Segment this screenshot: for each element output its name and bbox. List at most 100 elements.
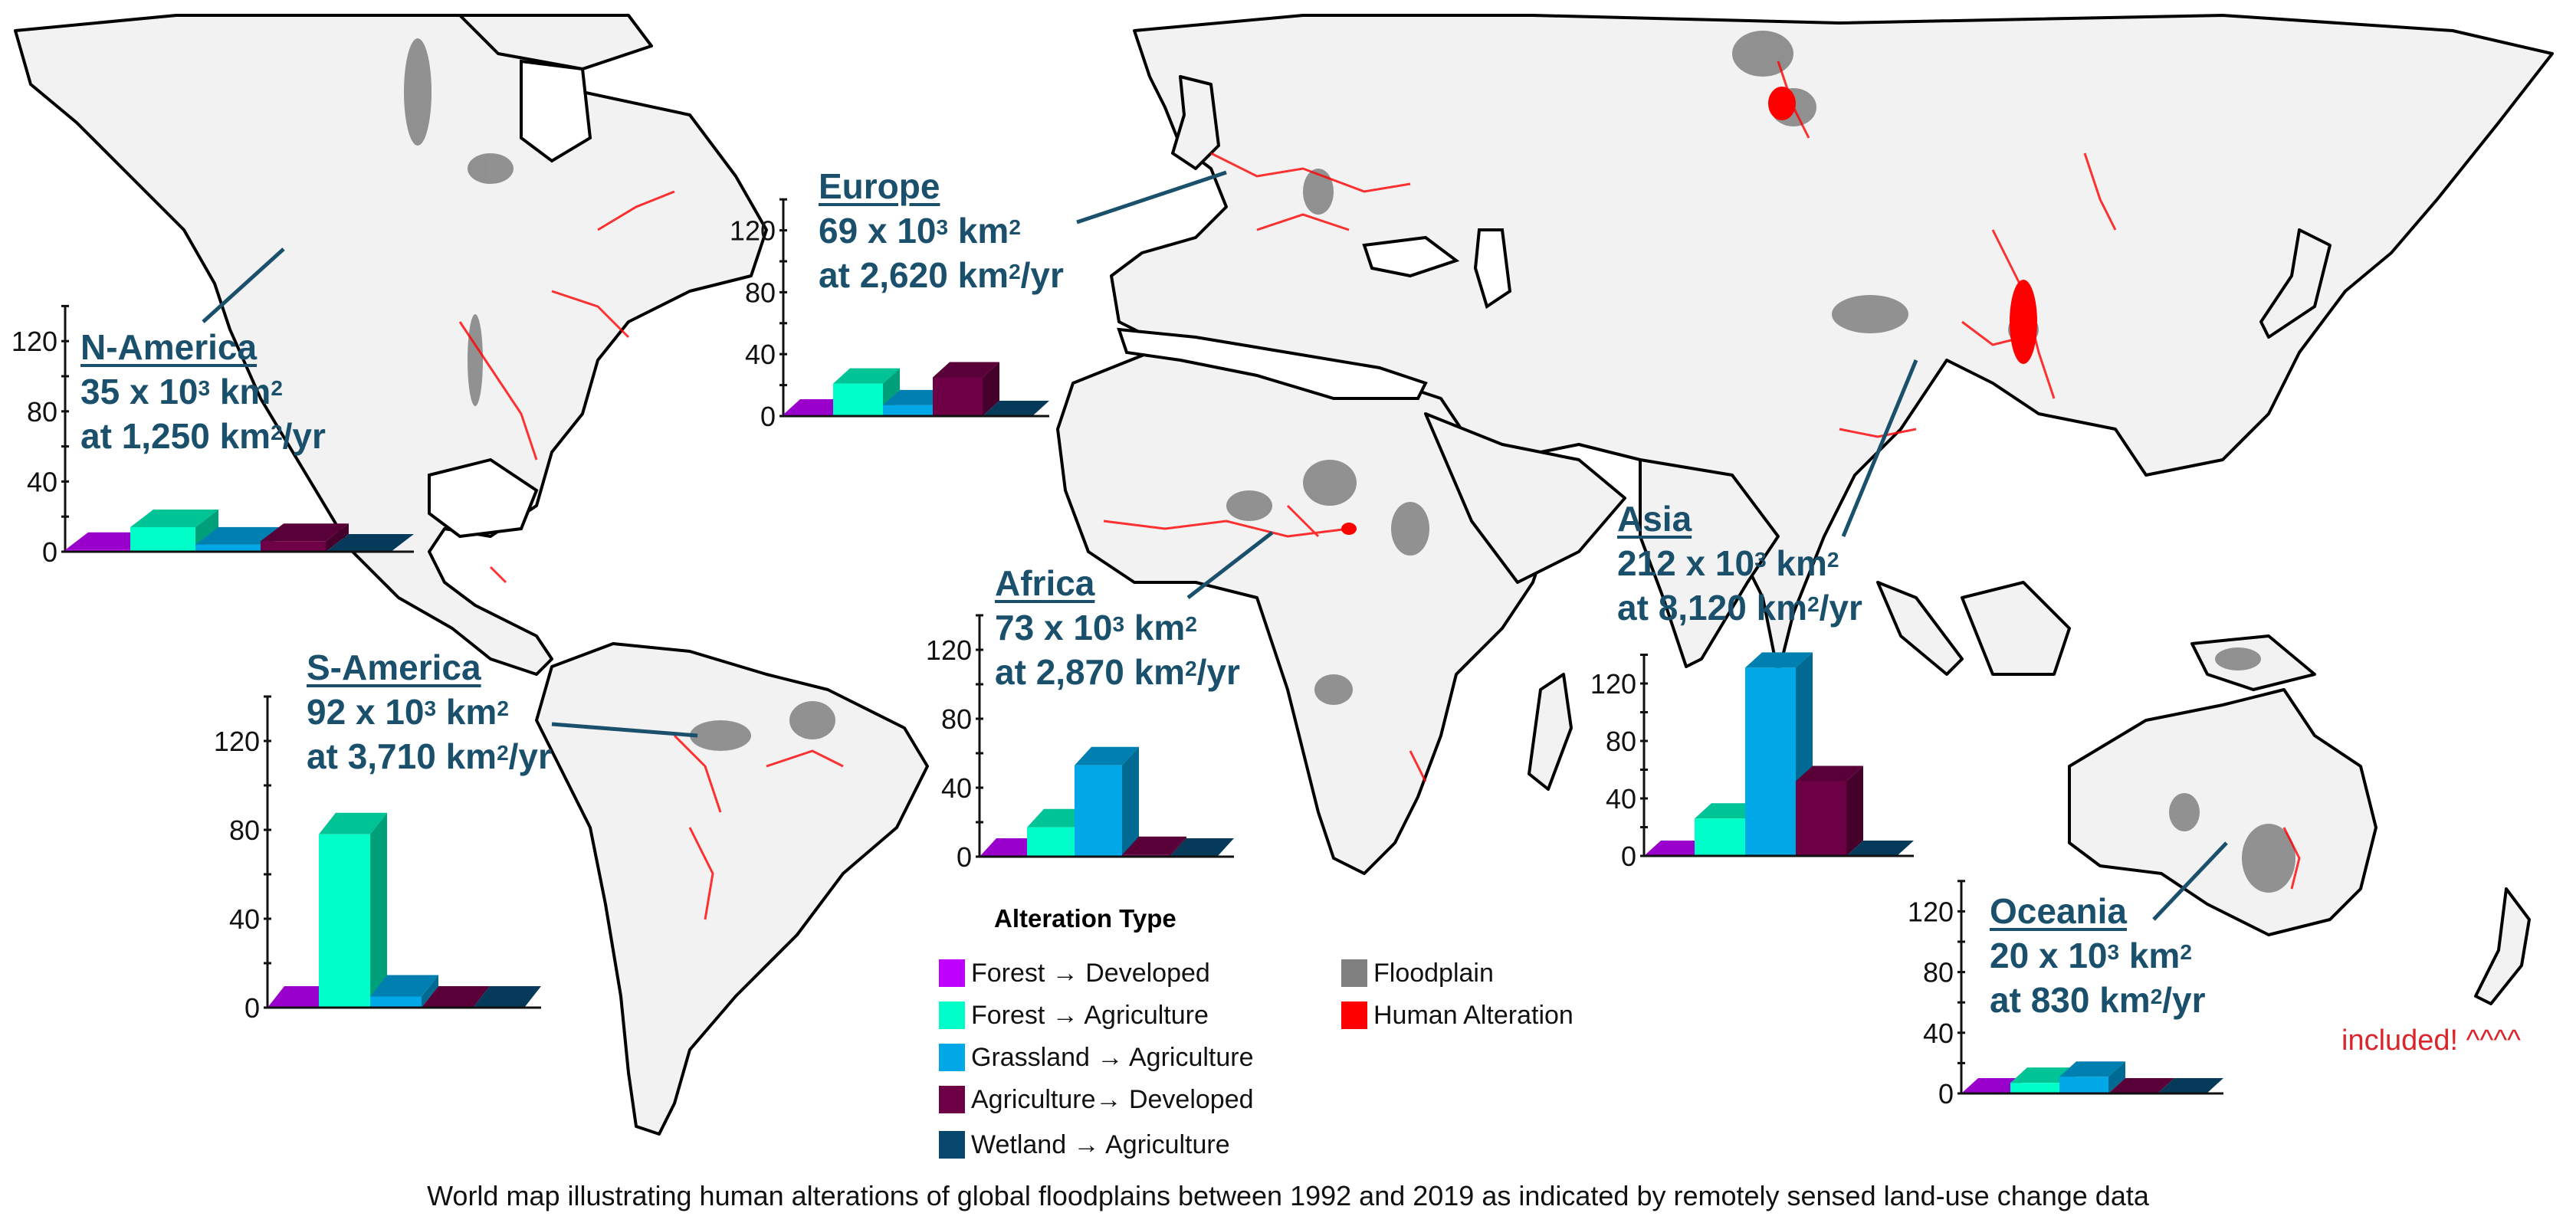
bar-top-face <box>2059 1061 2125 1077</box>
bar-top-face <box>2108 1078 2174 1093</box>
y-tick-label: 80 <box>1923 957 1954 988</box>
bar-front-face <box>2059 1077 2108 1093</box>
bar-top-face <box>422 986 490 1008</box>
bar-side-face <box>326 523 349 552</box>
bar-top-face <box>983 401 1049 416</box>
bar-top-face <box>1170 838 1234 857</box>
hudson-bay <box>520 59 592 163</box>
caspian-sea <box>1473 228 1512 310</box>
label-asia: Asia 212 x 103 km2 at 8,120 km2/yr <box>1617 497 1862 630</box>
black-sea <box>1362 235 1460 278</box>
legend-swatch <box>939 1131 965 1159</box>
bar-top-face <box>130 509 218 527</box>
bar-side-face <box>1846 765 1863 856</box>
region-name: Europe <box>819 166 940 206</box>
label-s-america: S-America 92 x 103 km2 at 3,710 km2/yr <box>307 645 552 779</box>
y-tick-label: 80 <box>941 703 972 735</box>
sumatra <box>1876 581 1964 676</box>
water-bodies <box>428 59 1512 539</box>
y-tick-label: 0 <box>42 536 57 568</box>
y-tick-label: 40 <box>229 903 260 935</box>
legend-label: Wetland → Agriculture <box>971 1129 1230 1159</box>
bar-side-face <box>1170 836 1186 857</box>
legend: Alteration Type Forest → Developed Fores… <box>939 898 1675 1159</box>
bar-top-face <box>833 368 900 384</box>
bar-top-face <box>1075 746 1139 765</box>
australia-landmass <box>2068 688 2377 936</box>
bar <box>1075 746 1139 857</box>
arctic-islands <box>458 14 653 70</box>
bar-top-face <box>370 975 438 997</box>
bar-top-face <box>261 523 349 542</box>
great-britain <box>1171 75 1220 170</box>
legend-item-grassland-agriculture: Grassland → Agriculture <box>939 1042 1254 1073</box>
madagascar <box>1528 673 1573 791</box>
leader-line-s-america <box>551 722 698 738</box>
label-n-america: N-America 35 x 103 km2 at 1,250 km2/yr <box>80 325 326 458</box>
world-map <box>14 14 2554 1136</box>
bar-front-face <box>261 541 326 552</box>
bar-front-face <box>833 383 883 416</box>
leader-lines <box>202 170 2228 921</box>
figure-caption: World map illustrating human alterations… <box>427 1180 2149 1211</box>
legend-swatch <box>939 1086 965 1113</box>
y-tick-label: 40 <box>745 339 776 370</box>
area-total: 92 x 103 km2 <box>307 692 509 732</box>
bar-top-face <box>473 986 541 1008</box>
chart-s-america: 0 40 80 120 <box>214 695 541 1024</box>
leader-line-asia <box>1841 359 1918 537</box>
bar-side-face <box>370 812 387 1008</box>
bar-side-face <box>1122 746 1139 857</box>
included-note: included! ^^^^ <box>2341 1024 2521 1057</box>
legend-item-forest-developed: Forest → Developed <box>939 958 1210 988</box>
legend-swatch <box>939 1044 965 1071</box>
area-rate: at 8,120 km2/yr <box>1617 588 1862 628</box>
bar <box>1796 765 1863 856</box>
legend-item-agriculture-developed: Agriculture→ Developed <box>939 1084 1254 1115</box>
bar-top-face <box>326 534 414 552</box>
area-rate: at 1,250 km2/yr <box>80 416 326 456</box>
bar-side-face <box>983 362 999 416</box>
y-tick-label: 40 <box>1606 783 1636 815</box>
bar <box>370 975 438 1008</box>
region-name: N-America <box>80 327 258 367</box>
label-europe: Europe 69 x 103 km2 at 2,620 km2/yr <box>819 164 1064 297</box>
bar-side-face <box>2108 1061 2125 1093</box>
mediterranean-sea <box>1117 327 1428 400</box>
y-tick-label: 40 <box>1923 1018 1954 1049</box>
label-oceania: Oceania 20 x 103 km2 at 830 km2/yr <box>1990 889 2206 1022</box>
indonesia <box>1961 581 2071 676</box>
bar-top-face <box>1122 836 1186 855</box>
legend-swatch <box>1341 959 1367 987</box>
legend-swatch <box>939 959 965 987</box>
south-america-landmass <box>535 642 929 1136</box>
leader-line-africa <box>1186 531 1274 599</box>
leader-line-europe <box>1076 170 1227 225</box>
bar-top-face <box>1745 652 1813 668</box>
y-tick-label: 80 <box>27 396 57 428</box>
continents <box>14 14 2554 1136</box>
bar <box>933 362 999 416</box>
bar-front-face <box>2010 1083 2059 1093</box>
bar-front-face <box>130 526 195 552</box>
bar <box>319 812 387 1008</box>
bar-front-face <box>195 544 261 552</box>
bar-front-face <box>1695 818 1745 856</box>
bar-front-face <box>370 996 422 1008</box>
arabian-peninsula <box>1424 412 1626 584</box>
y-tick-label: 80 <box>745 277 776 308</box>
leader-line-oceania <box>2152 841 2228 921</box>
legend-swatch <box>939 1001 965 1029</box>
bar-side-face <box>422 975 438 1008</box>
bar-top-face <box>319 812 387 834</box>
y-tick-label: 40 <box>27 466 57 497</box>
bar-top-face <box>195 526 284 545</box>
area-total: 73 x 103 km2 <box>995 608 1197 647</box>
y-tick-label: 0 <box>957 841 972 873</box>
y-tick-label: 120 <box>214 726 260 757</box>
y-tick-label: 40 <box>941 772 972 804</box>
y-tick-label: 120 <box>926 634 972 666</box>
label-africa: Africa 73 x 103 km2 at 2,870 km2/yr <box>995 561 1240 694</box>
chart-africa: 0 40 80 120 <box>926 614 1234 873</box>
bar-front-face <box>1796 781 1846 856</box>
